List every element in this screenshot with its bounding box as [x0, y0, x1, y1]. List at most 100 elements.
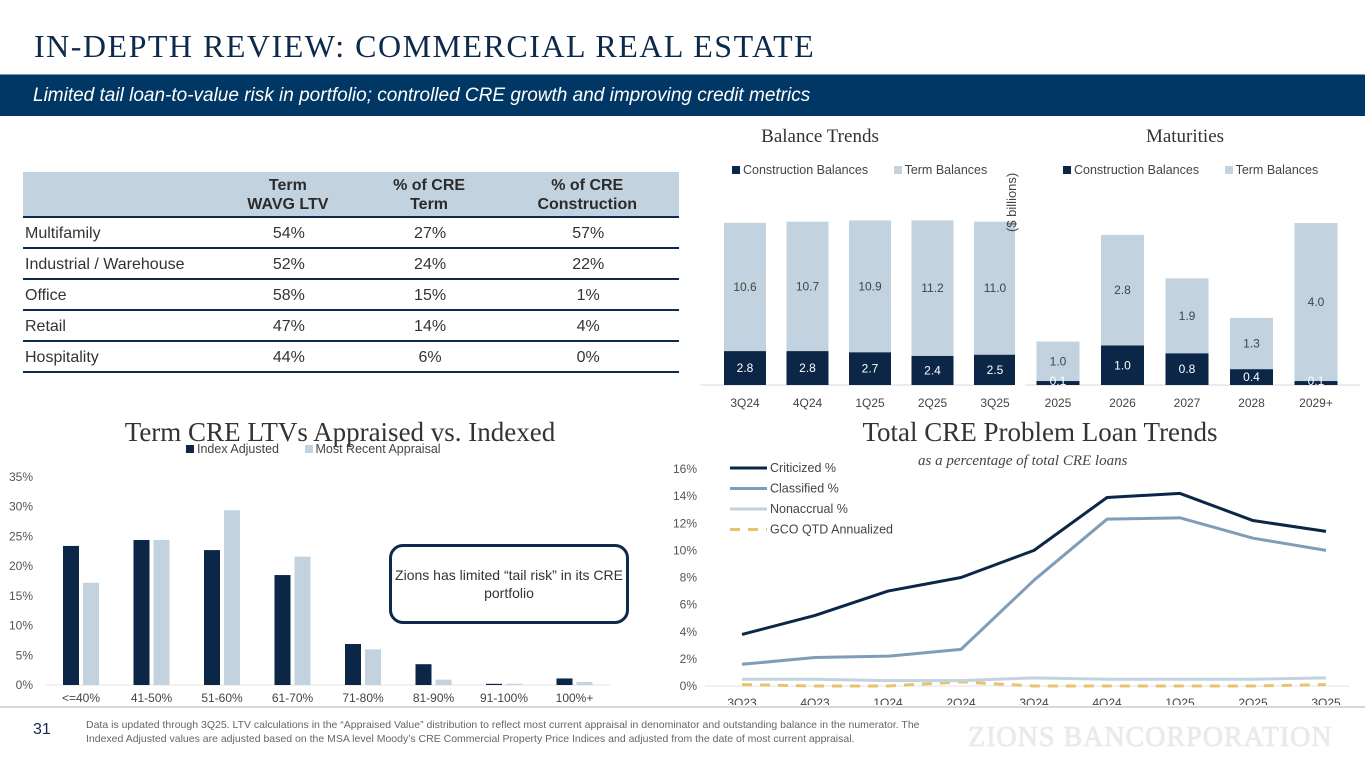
- term-value-label: 10.9: [858, 279, 882, 293]
- legend-label: Classified %: [770, 482, 839, 496]
- legend-index-adjusted: Index Adjusted: [186, 442, 279, 456]
- company-logo: ZIONS BANCORPORATION: [968, 722, 1333, 753]
- maturities-legend: Construction Balances Term Balances: [1063, 163, 1340, 177]
- term-bar: [1165, 278, 1209, 354]
- footnote: Data is updated through 3Q25. LTV calcul…: [86, 719, 920, 745]
- balance-trends-title: Balance Trends: [761, 126, 879, 147]
- table-cell-type: Office: [23, 279, 213, 311]
- x-tick-label: <=40%: [62, 691, 100, 705]
- construction-bar: [1294, 381, 1338, 385]
- x-tick-label: 1Q25: [855, 396, 885, 410]
- table-cell-pct-term: 24%: [362, 248, 496, 280]
- ltv-table: Term WAVG LTV % of CRE Term % of CRE Constr…: [23, 172, 679, 373]
- table-cell-wavg-ltv: 47%: [213, 310, 363, 342]
- table-header-wavg-ltv: Term WAVG LTV: [213, 172, 363, 218]
- tail-risk-callout: Zions has limited “tail risk” in its CRE…: [389, 544, 629, 624]
- x-tick-label: 4Q24: [793, 396, 823, 410]
- term-bar: [724, 222, 766, 352]
- term-value-label: 4.0: [1308, 295, 1325, 309]
- classified-line: [741, 516, 1327, 666]
- construction-value-label: 2.8: [737, 361, 754, 375]
- table-cell-wavg-ltv: 44%: [213, 341, 363, 373]
- construction-bar: [974, 354, 1015, 385]
- table-row: Hospitality 44% 6% 0%: [23, 341, 679, 373]
- table-row: Multifamily 54% 27% 57%: [23, 217, 679, 249]
- table-cell-pct-construction: 0%: [495, 341, 679, 373]
- appraisal-bar: [506, 683, 522, 685]
- x-tick-label: 3Q24: [1019, 696, 1049, 705]
- table-cell-type: Multifamily: [23, 217, 213, 249]
- y-tick-label: 14%: [673, 489, 697, 503]
- term-bar: [1036, 341, 1080, 382]
- table-cell-pct-term: 14%: [362, 310, 496, 342]
- y-tick-label: 8%: [680, 571, 698, 585]
- term-bar: [1101, 234, 1144, 346]
- term-bar: [911, 220, 954, 356]
- legend-term: Term Balances: [893, 163, 987, 177]
- footer-divider: [0, 706, 1365, 708]
- construction-value-label: 1.0: [1114, 358, 1131, 372]
- y-tick-label: 4%: [680, 625, 698, 639]
- construction-bar: [1036, 381, 1080, 385]
- term-value-label: 10.7: [796, 279, 820, 293]
- y-tick-label: 2%: [680, 652, 698, 666]
- appraisal-bar: [576, 682, 593, 685]
- term-bar: [1230, 317, 1273, 370]
- x-tick-label: 2026: [1109, 396, 1136, 410]
- maturities-chart: 1.0 0.1 2025 2.8 1.0 2026 1.9 0.8 2027 1.3 0.4 2028…: [1025, 223, 1360, 410]
- y-tick-label: 6%: [680, 598, 698, 612]
- table-cell-wavg-ltv: 58%: [213, 279, 363, 311]
- term-bar: [849, 220, 891, 353]
- appraisal-bar: [224, 510, 240, 685]
- ltv-chart: 0% 5% 10% 15% 20% 25% 30% 35% <=40% 41-50% 51-60% 6…: [9, 470, 610, 705]
- index-adjusted-bar: [63, 545, 79, 685]
- problem-loan-title: Total CRE Problem Loan Trends: [862, 417, 1218, 447]
- x-tick-label: 61-70%: [272, 691, 314, 705]
- term-value-label: 11.2: [921, 281, 944, 295]
- maturities-title: Maturities: [1145, 126, 1225, 147]
- table-cell-type: Industrial / Warehouse: [23, 248, 213, 280]
- x-tick-label: 3Q24: [730, 396, 760, 410]
- legend-label: Criticized %: [770, 461, 836, 475]
- table-cell-pct-construction: 57%: [495, 217, 679, 249]
- legend-construction: Construction Balances: [1063, 163, 1199, 177]
- table-cell-type: Retail: [23, 310, 213, 342]
- x-tick-label: 41-50%: [131, 691, 173, 705]
- x-tick-label: 2Q25: [1238, 696, 1268, 705]
- x-tick-label: 4Q23: [800, 696, 830, 705]
- legend-term: Term Balances: [1224, 163, 1318, 177]
- subtitle-band: Limited tail loan-to-value risk in portf…: [0, 74, 1365, 116]
- appraisal-bar: [435, 679, 452, 685]
- term-value-label: 1.9: [1179, 309, 1196, 323]
- legend-label: GCO QTD Annualized: [770, 523, 893, 537]
- x-tick-label: 1Q24: [873, 696, 903, 705]
- appraisal-bar: [153, 539, 170, 685]
- x-tick-label: 3Q25: [1311, 696, 1341, 705]
- y-tick-label: 12%: [673, 516, 697, 530]
- table-row: Industrial / Warehouse 52% 24% 22%: [23, 248, 679, 280]
- ltv-chart-title: Term CRE LTVs Appraised vs. Indexed: [124, 417, 556, 447]
- table-cell-pct-term: 27%: [362, 217, 496, 249]
- table-header-pct-term: % of CRE Term: [362, 172, 496, 218]
- ltv-chart-legend: Index Adjusted Most Recent Appraisal: [186, 442, 463, 456]
- gco-line: [741, 680, 1327, 688]
- y-tick-label: 25%: [9, 529, 33, 543]
- construction-value-label: 0.1: [1050, 374, 1067, 388]
- term-bar: [1294, 223, 1338, 382]
- balance-trends-legend: Construction Balances Term Balances: [732, 163, 1009, 177]
- construction-value-label: 2.5: [987, 363, 1004, 377]
- construction-value-label: 2.8: [799, 361, 816, 375]
- term-value-label: 10.6: [733, 280, 757, 294]
- index-adjusted-bar: [204, 550, 220, 685]
- x-tick-label: 3Q25: [980, 396, 1010, 410]
- construction-value-label: 0.1: [1308, 374, 1325, 388]
- table-row: Retail 47% 14% 4%: [23, 310, 679, 342]
- page-title: IN-DEPTH REVIEW: COMMERCIAL REAL ESTATE: [34, 28, 816, 64]
- y-axis-label: ($ billions): [1004, 172, 1019, 232]
- construction-bar: [1165, 353, 1209, 385]
- legend-most-recent-appraisal: Most Recent Appraisal: [304, 442, 441, 456]
- construction-value-label: 0.8: [1179, 362, 1196, 376]
- index-adjusted-bar: [274, 575, 291, 685]
- construction-bar: [786, 351, 829, 385]
- construction-bar: [1101, 345, 1144, 385]
